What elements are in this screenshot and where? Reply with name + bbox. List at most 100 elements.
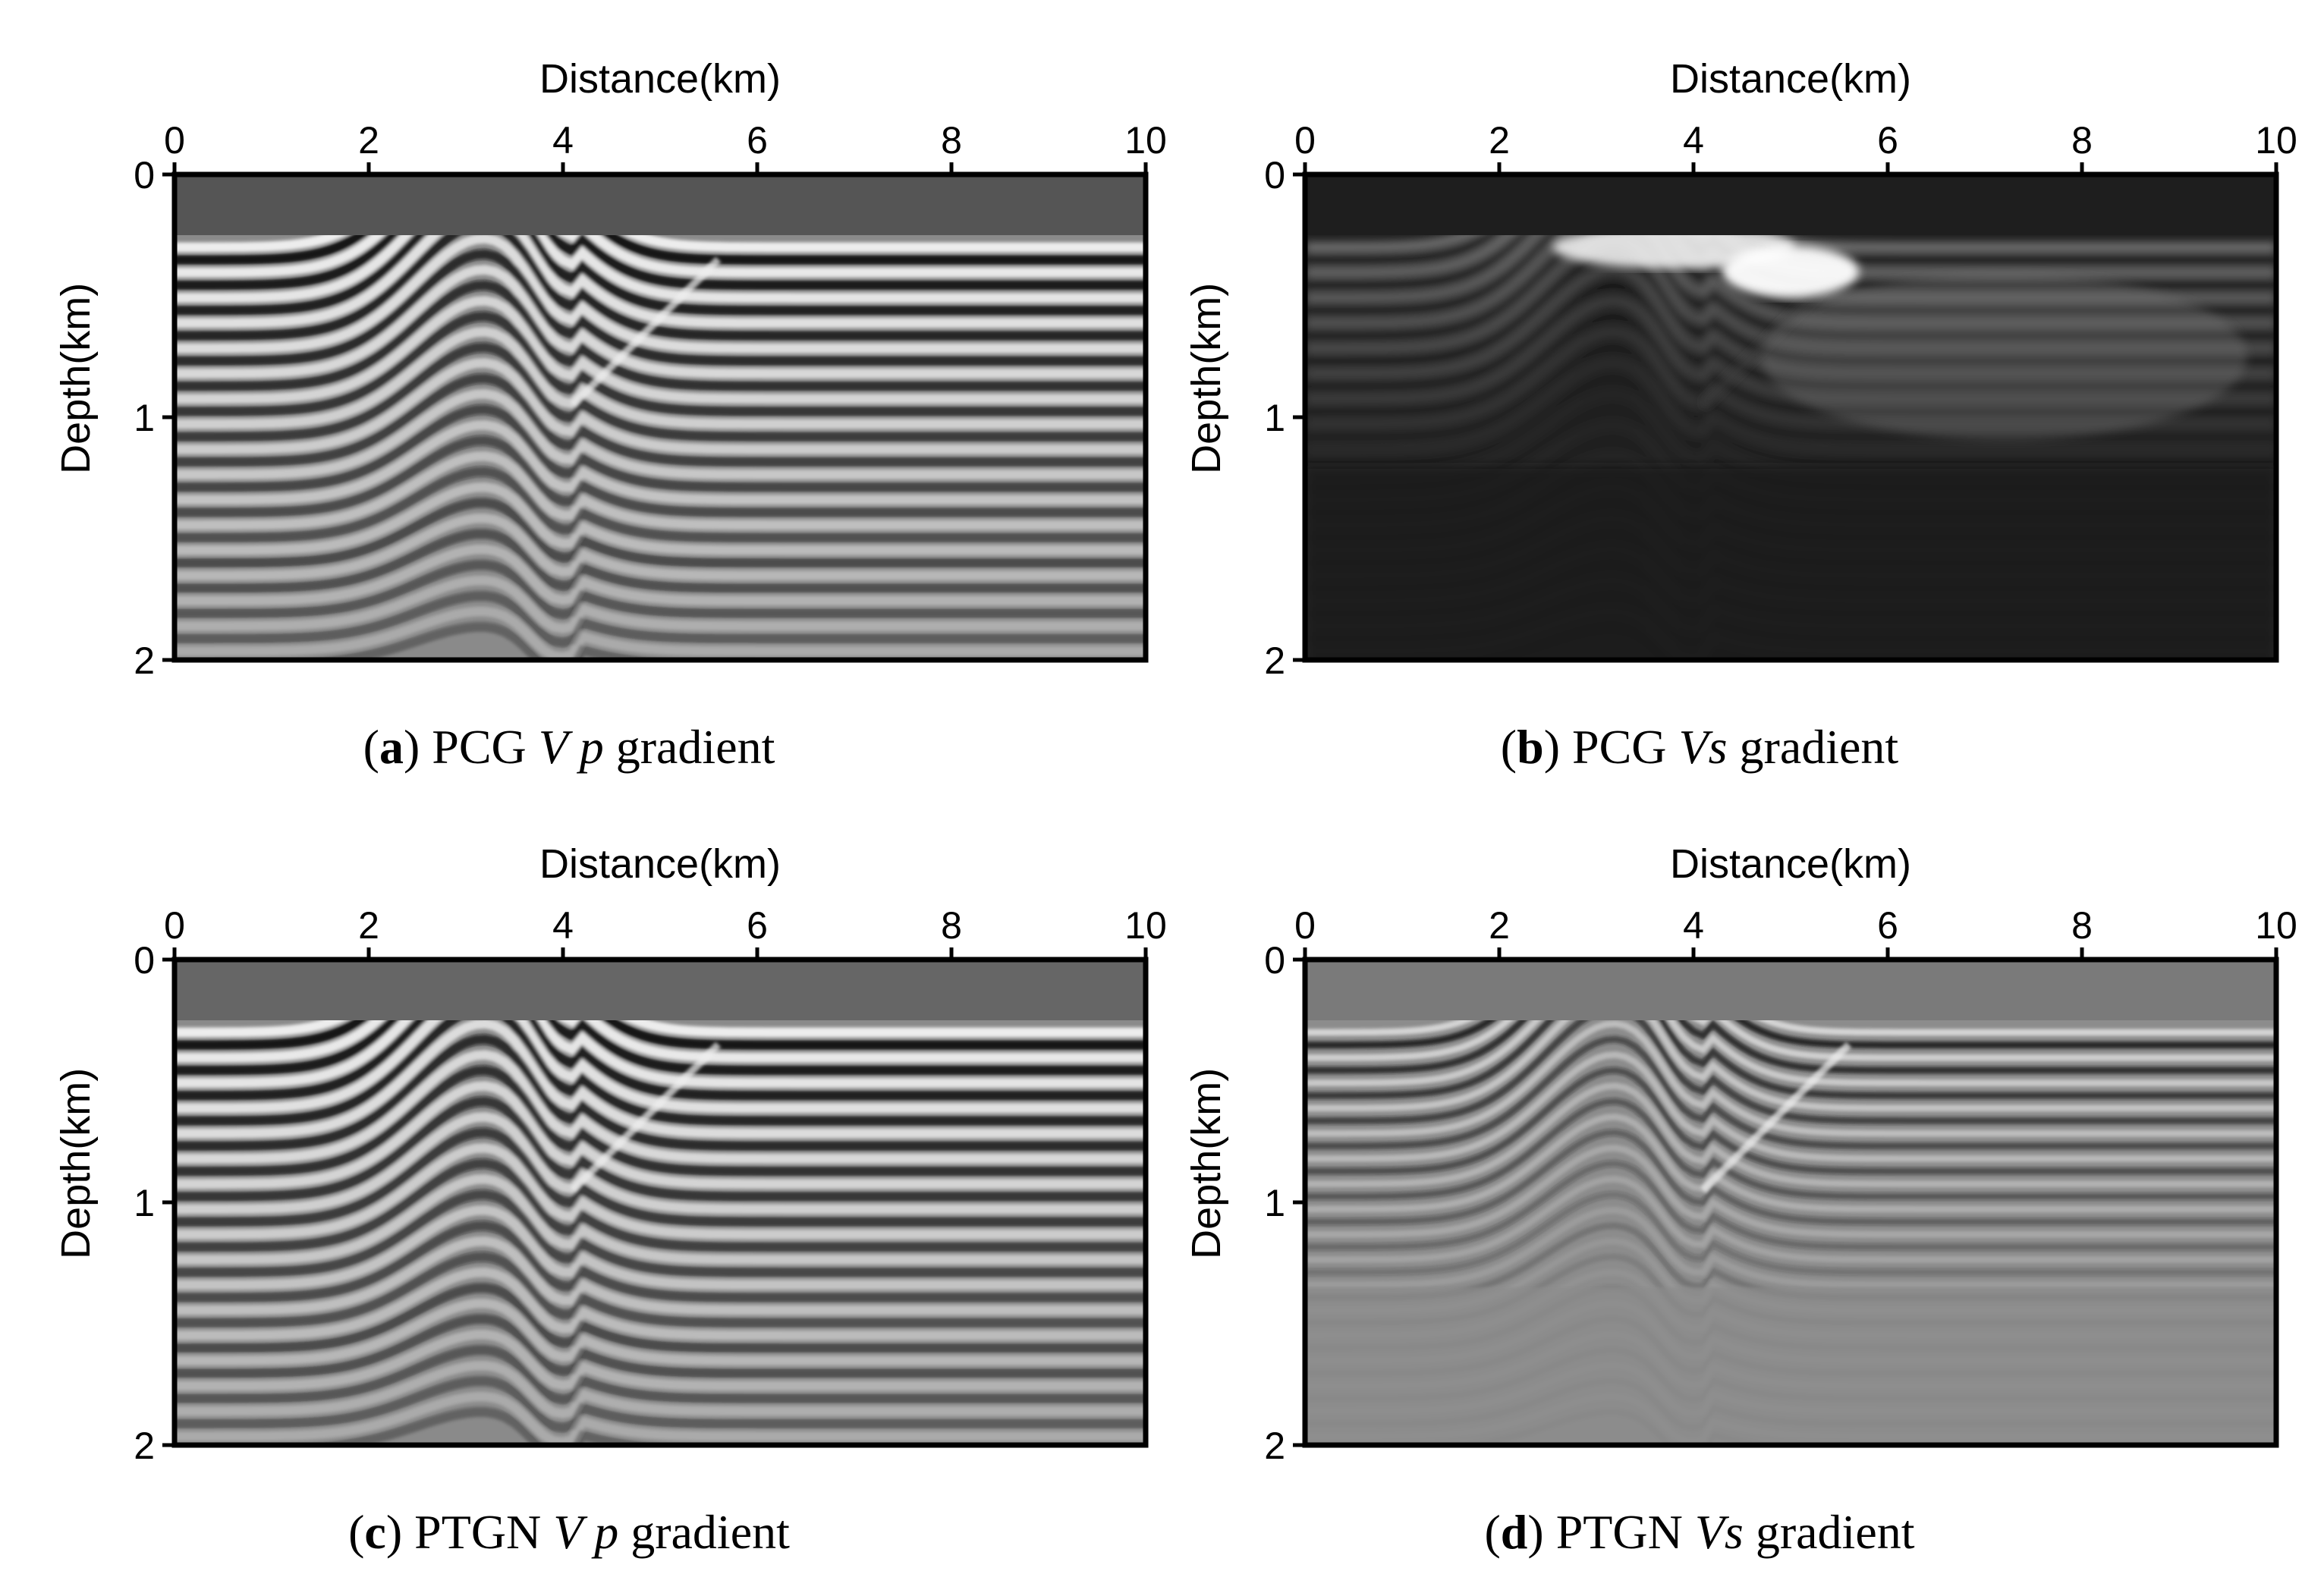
- reflector-band: [175, 1267, 1146, 1340]
- y-tick-label: 1: [134, 397, 155, 439]
- reflector-band: [175, 435, 1146, 517]
- reflector-band: [175, 342, 1146, 442]
- reflector-band: [175, 560, 1146, 620]
- reflector-band: [175, 357, 1146, 454]
- reflector-band: [1305, 1206, 2276, 1289]
- reflector-band: [175, 1329, 1146, 1391]
- reflector-band: [175, 1345, 1146, 1405]
- reflector-band: [175, 467, 1146, 543]
- water-layer: [175, 960, 1146, 1020]
- reflector-band: [1305, 960, 2276, 1061]
- reflector-band: [1305, 1067, 2276, 1175]
- reflector-band: [175, 960, 1146, 1063]
- caption-d-letter: d: [1500, 1505, 1528, 1559]
- x-tick-label: 8: [941, 904, 962, 947]
- reflector-band: [175, 1174, 1146, 1265]
- reflector-band: [175, 1189, 1146, 1277]
- y-axis-title: Depth(km): [53, 1068, 99, 1259]
- fault-reflector: [1700, 1042, 1852, 1193]
- reflector-band: [1305, 1035, 2276, 1150]
- reflector-band: [1305, 973, 2276, 1099]
- y-tick-label: 1: [1264, 1182, 1285, 1224]
- caption-d-var: Vs: [1694, 1505, 1744, 1559]
- reflector-band: [175, 249, 1146, 366]
- caption-b: (b) PCG Vs gradient: [1500, 720, 1899, 774]
- caption-b-prefix: PCG: [1572, 720, 1667, 774]
- x-tick-label: 6: [747, 119, 768, 162]
- caption-a-var: V p: [538, 720, 604, 774]
- y-tick-label: 0: [1264, 939, 1285, 982]
- reflector-band: [175, 1283, 1146, 1353]
- heatmap-image: [1305, 960, 2276, 1445]
- reflector-band: [175, 1034, 1146, 1152]
- x-tick-label: 2: [1489, 119, 1510, 162]
- chart-b: 0 2 4 6 8 10 Distance(km) 0 1 2 Depth(km): [1184, 56, 2297, 682]
- reflector-band: [1305, 1160, 2276, 1251]
- reflector-band: [1305, 1113, 2276, 1213]
- heatmap-image: [175, 174, 1146, 660]
- reflector-band: [175, 1127, 1146, 1227]
- reflector-band: [175, 606, 1146, 660]
- reflector-band: [175, 1252, 1146, 1328]
- reflector-band: [175, 591, 1146, 648]
- reflector-band: [1305, 1191, 2276, 1276]
- reflector-band: [175, 326, 1146, 429]
- reflector-band: [175, 529, 1146, 593]
- reflector-band: [175, 972, 1146, 1101]
- reflector-band: [1305, 960, 2276, 1049]
- reflector-band: [175, 1049, 1146, 1164]
- reflector-band: [175, 482, 1146, 555]
- reflector-band: [175, 1314, 1146, 1378]
- reflector-band: [175, 960, 1146, 1076]
- reflector-band: [175, 218, 1146, 341]
- reflector-band: [175, 404, 1146, 492]
- reflector-band: [175, 1111, 1146, 1214]
- reflector-band: [175, 1376, 1146, 1433]
- caption-c-prefix: PTGN: [414, 1505, 542, 1559]
- reflector-band: [1305, 960, 2276, 1074]
- caption-a-suffix: gradient: [615, 720, 775, 774]
- reflector-band: [175, 264, 1146, 379]
- y-axis-title: Depth(km): [53, 283, 99, 474]
- y-tick-label: 2: [1264, 639, 1285, 682]
- reflector-band: [175, 311, 1146, 416]
- reflector-band: [175, 1298, 1146, 1366]
- panel-d: 0 2 4 6 8 10 Distance(km) 0 1 2 Depth(km) (d) PTGN…: [1131, 808, 2297, 1566]
- x-tick-label: 4: [552, 904, 574, 947]
- caption-d-prefix: PTGN: [1555, 1505, 1683, 1559]
- caption-a-letter: a: [379, 720, 404, 774]
- panel-c: 0 2 4 6 8 10 Distance(km) 0 1 2 Depth(km) (c) PTGN…: [0, 808, 1167, 1566]
- reflector-band: [175, 1018, 1146, 1139]
- y-axis-title: Depth(km): [1184, 1068, 1229, 1259]
- x-tick-label: 2: [358, 119, 379, 162]
- reflector-band: [175, 1391, 1146, 1445]
- reflector-band: [1305, 373, 2276, 467]
- reflector-band: [175, 1096, 1146, 1202]
- caption-d-suffix: gradient: [1755, 1505, 1915, 1559]
- caption-c-suffix: gradient: [631, 1505, 790, 1559]
- reflector-band: [175, 1142, 1146, 1240]
- reflector-band: [175, 174, 1146, 278]
- deep-region: [1305, 1287, 2276, 1445]
- water-layer: [1305, 174, 2276, 235]
- reflector-band: [175, 1065, 1146, 1177]
- y-tick-label: 2: [134, 1425, 155, 1467]
- reflector-band: [1305, 1051, 2276, 1162]
- reflector-band: [175, 233, 1146, 353]
- x-tick-label: 10: [2255, 904, 2297, 947]
- y-tick-label: 1: [1264, 397, 1285, 439]
- x-tick-label: 2: [1489, 904, 1510, 947]
- reflector-band: [175, 1360, 1146, 1419]
- reflector-band: [175, 1236, 1146, 1315]
- caption-a: (a) PCG V p gradient: [363, 720, 775, 774]
- y-tick-label: 1: [134, 1182, 155, 1224]
- reflector-band: [175, 280, 1146, 391]
- reflector-band: [1305, 960, 2276, 1087]
- fault-reflector: [570, 256, 722, 408]
- reflector-band: [1305, 358, 2276, 454]
- bright-patch: [1722, 246, 1859, 297]
- x-tick-label: 8: [941, 119, 962, 162]
- x-tick-label: 6: [747, 904, 768, 947]
- x-tick-label: 6: [1877, 119, 1898, 162]
- diffuse-patch: [1761, 273, 2247, 440]
